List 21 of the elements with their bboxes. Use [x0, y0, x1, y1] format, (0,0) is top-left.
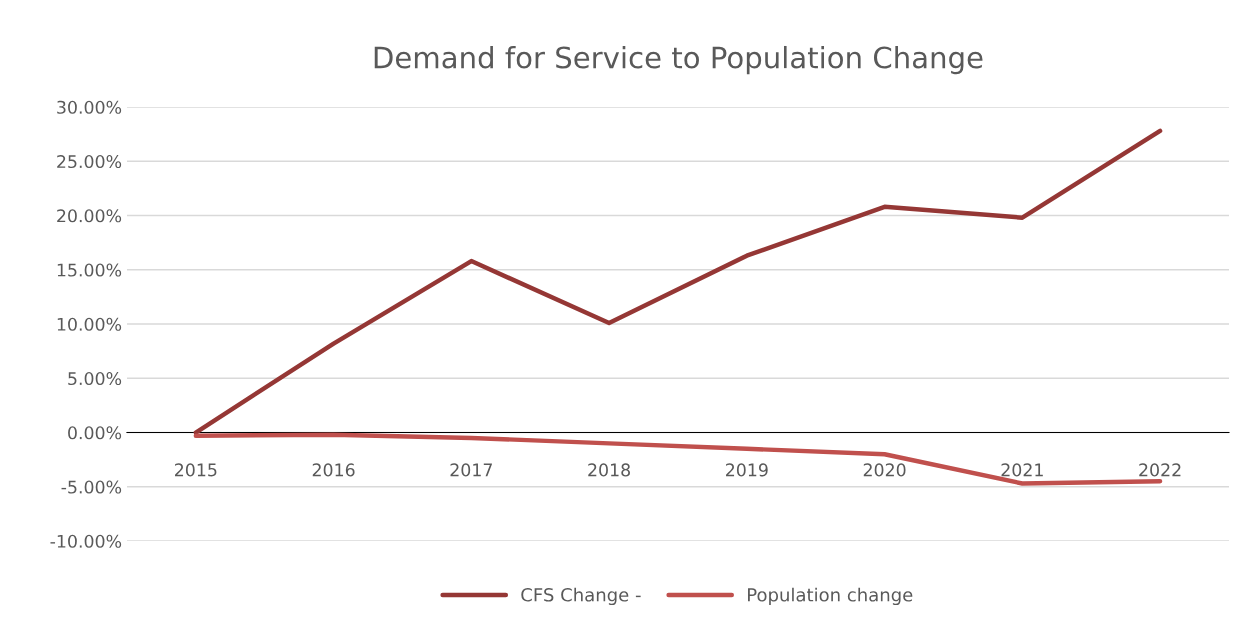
y-tick-label: 30.00% [57, 100, 122, 114]
y-tick-label: 5.00% [68, 371, 122, 386]
y-tick-label: 10.00% [57, 317, 122, 331]
x-tick-label: 2021 [1001, 463, 1043, 477]
legend-label: Population change [748, 587, 913, 606]
y-tick-label: 20.00% [57, 209, 122, 223]
y-tick-label: -10.00% [50, 534, 122, 548]
x-tick-label: 2015 [175, 463, 217, 477]
x-tick-label: 2017 [450, 463, 492, 477]
line-series [193, 128, 1163, 435]
y-tick-label: -5.00% [61, 480, 122, 494]
x-tick-label: 2022 [1139, 463, 1181, 477]
y-tick-label: 15.00% [57, 263, 122, 277]
x-tick-label: 2016 [312, 463, 355, 477]
legend-label: CFS Change - [521, 587, 641, 606]
x-tick-label: 2018 [588, 463, 630, 477]
chart-title: Demand for Service to Population Change [374, 45, 983, 75]
y-tick-label: 0.00% [68, 426, 122, 440]
x-tick-label: 2020 [863, 463, 906, 477]
y-tick-label: 25.00% [57, 154, 122, 169]
x-tick-label: 2019 [726, 463, 768, 477]
